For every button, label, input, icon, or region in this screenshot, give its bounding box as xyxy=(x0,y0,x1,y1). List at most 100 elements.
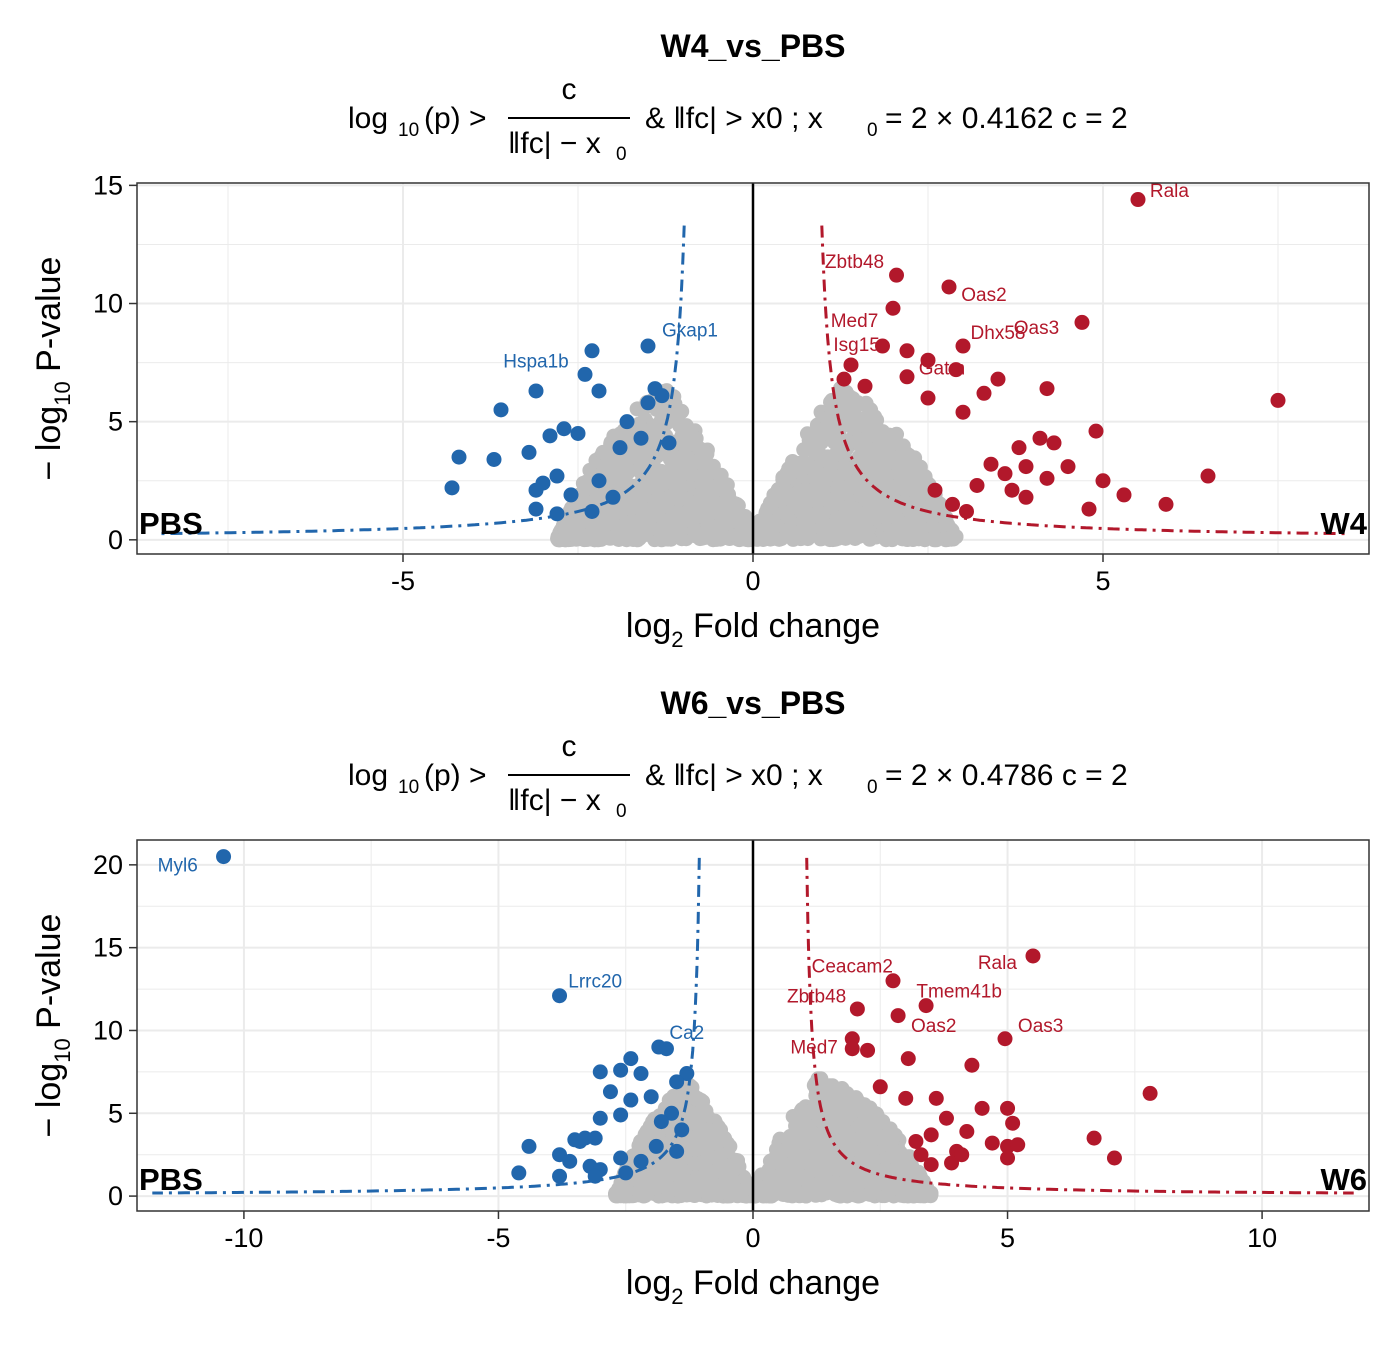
ns-point xyxy=(922,1185,938,1201)
ns-point xyxy=(884,429,900,445)
ns-point xyxy=(831,477,847,493)
y-tick-label: 20 xyxy=(93,850,123,880)
ns-point xyxy=(682,508,698,524)
chart-title: W6_vs_PBS xyxy=(661,685,846,721)
ns-point xyxy=(775,469,791,485)
ns-point xyxy=(890,466,906,482)
down-point xyxy=(633,1153,649,1169)
formula-lhs-arg: (p) > xyxy=(424,102,487,135)
formula-rhs-sub: 0 xyxy=(867,120,878,141)
up-point xyxy=(948,362,964,378)
up-point xyxy=(983,456,999,472)
ns-point xyxy=(830,443,846,459)
ns-point xyxy=(845,1132,861,1148)
ns-point xyxy=(852,1188,868,1204)
up-point xyxy=(1018,459,1034,475)
y-axis-title: − log10 P-value xyxy=(30,914,75,1138)
ns-point xyxy=(760,501,776,517)
formula-lhs-sub: 10 xyxy=(398,777,419,798)
up-point xyxy=(984,1135,1000,1151)
up-points xyxy=(844,948,1158,1173)
up-point xyxy=(913,1147,929,1163)
up-point xyxy=(1130,192,1146,208)
gene-label-oas2: Oas2 xyxy=(961,285,1006,306)
ns-point xyxy=(696,500,712,516)
x-axis-title: log2 Fold change xyxy=(626,1264,880,1309)
ns-point xyxy=(793,1138,809,1154)
formula-rhs-tail: = 2 × 0.4162 c = 2 xyxy=(885,102,1128,135)
ns-point xyxy=(621,530,637,546)
ns-point xyxy=(645,474,661,490)
ns-point xyxy=(618,515,634,531)
ns-point xyxy=(813,479,829,495)
formula-numerator: c xyxy=(562,73,577,106)
down-point xyxy=(661,435,677,451)
ns-point xyxy=(836,1175,852,1191)
ns-point xyxy=(799,517,815,533)
down-point xyxy=(643,1089,659,1105)
down-point xyxy=(528,482,544,498)
ns-point xyxy=(586,521,602,537)
ns-point xyxy=(893,1177,909,1193)
down-point xyxy=(542,428,558,444)
up-point xyxy=(997,1031,1013,1047)
up-point xyxy=(872,1079,888,1095)
gene-label-dhx58: Dhx58 xyxy=(971,323,1026,344)
down-point xyxy=(669,1074,685,1090)
down-point xyxy=(653,1114,669,1130)
ns-point xyxy=(713,1147,729,1163)
up-point xyxy=(1074,314,1090,330)
ns-point xyxy=(699,1151,715,1167)
formula-denominator: ‖fc| − x xyxy=(508,127,601,160)
ns-point xyxy=(599,462,615,478)
gene-label-tmem41b: Tmem41b xyxy=(916,981,1002,1002)
up-point xyxy=(920,352,936,368)
down-point xyxy=(613,1107,629,1123)
down-point xyxy=(618,1165,634,1181)
ns-point xyxy=(790,1171,806,1187)
down-point xyxy=(623,1092,639,1108)
up-point xyxy=(959,1124,975,1139)
x-tick-label: -5 xyxy=(486,1223,510,1253)
y-tick-label: 5 xyxy=(108,1098,123,1128)
ns-point xyxy=(897,481,913,497)
ns-point xyxy=(668,1181,684,1197)
up-point xyxy=(1270,392,1286,408)
y-tick-label: 0 xyxy=(108,525,123,555)
ns-point xyxy=(686,523,702,539)
ns-point xyxy=(668,509,684,525)
up-point xyxy=(955,338,971,354)
ns-point xyxy=(814,531,830,547)
ns-point xyxy=(633,501,649,517)
up-point xyxy=(945,496,960,512)
up-point xyxy=(836,371,852,387)
up-point xyxy=(1011,440,1027,456)
up-point xyxy=(1060,459,1076,475)
down-point xyxy=(664,1105,680,1121)
ns-point xyxy=(833,1097,849,1113)
gene-label-gkap1: Gkap1 xyxy=(662,321,718,342)
down-point xyxy=(587,1130,603,1146)
y-tick-label: 10 xyxy=(93,289,123,319)
y-tick-label: 10 xyxy=(93,1015,123,1045)
ns-point xyxy=(690,1091,706,1107)
ns-point xyxy=(716,1132,732,1148)
corner-label-right: W4 xyxy=(1321,506,1368,541)
ns-point xyxy=(786,463,802,479)
y-tick-label: 15 xyxy=(93,170,123,200)
down-point xyxy=(528,383,544,399)
ns-point xyxy=(865,1150,881,1166)
formula-rhs: & ‖fc| > x0 ; x xyxy=(645,102,823,135)
down-point xyxy=(521,444,537,460)
ns-point xyxy=(827,396,843,412)
corner-label-right: W6 xyxy=(1321,1162,1368,1197)
up-point xyxy=(920,390,936,406)
gene-label-med7: Med7 xyxy=(790,1038,838,1059)
up-point xyxy=(1200,468,1216,484)
ns-point xyxy=(819,1185,835,1201)
threshold-curve-up xyxy=(805,857,1354,1195)
down-point xyxy=(570,425,586,441)
down-point xyxy=(679,1066,695,1082)
down-point xyxy=(577,366,593,382)
